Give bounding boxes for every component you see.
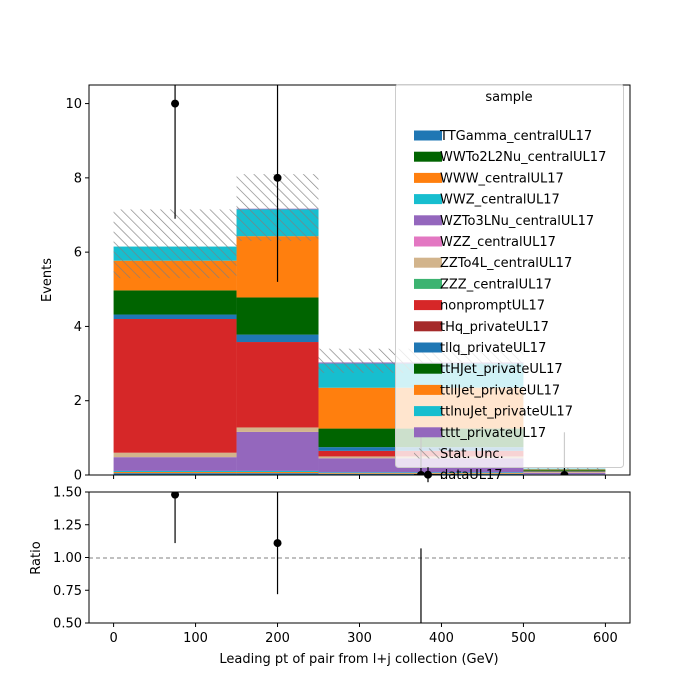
legend-label: WZTo3LNu_centralUL17 [440,214,594,229]
ratio-y-axis-label: Ratio [29,541,44,574]
legend-swatch [414,215,442,226]
ratio-y-tick-label: 0.50 [53,617,82,632]
main-x-ticks [113,475,606,479]
legend-label: ttHJet_privateUL17 [440,362,563,377]
stack-bar [113,452,237,458]
legend-label: ZZTo4L_centralUL17 [440,256,572,271]
legend-swatch [414,300,442,311]
ratio-y-axis: 0.50 0.75 1.00 1.25 1.50 [53,486,89,632]
legend-swatch [414,172,442,183]
ratio-y-tick-label: 1.50 [53,486,82,501]
x-tick-label: 100 [183,631,208,646]
stack-bar [236,297,319,335]
x-tick-label: 500 [511,631,536,646]
legend-label: TTGamma_centralUL17 [439,129,592,144]
stack-bar [236,472,319,474]
stack-bar [236,473,319,475]
stack-bar [113,314,237,319]
stack-bar [236,431,319,471]
stack-bar [236,470,319,473]
ratio-y-tick-label: 0.75 [53,584,82,599]
stack-bar [113,470,237,473]
y-tick-label: 8 [74,171,82,186]
x-tick-label: 400 [429,631,454,646]
legend-title: sample [485,90,532,105]
x-tick-label: 200 [265,631,290,646]
legend-swatch [414,363,442,374]
legend-swatch-hatch [414,448,442,459]
stack-bar [113,472,237,474]
y-tick-label: 10 [65,97,82,112]
legend-label: WWW_centralUL17 [440,171,564,186]
legend-label: tllq_privateUL17 [440,341,546,356]
legend-swatch [414,427,442,438]
data-point [416,471,425,475]
ratio-point [273,539,282,548]
main-y-axis-label: Events [40,258,55,302]
x-tick-label: 300 [347,631,372,646]
legend-frame [395,84,624,468]
stack-bar [236,342,319,428]
legend-swatch [414,321,442,332]
legend-swatch [414,384,442,395]
legend-label: ttlnuJet_privateUL17 [440,405,573,420]
legend-label: tttt_privateUL17 [440,426,546,441]
ratio-plot: 0.50 0.75 1.00 1.25 1.50 0 100 200 300 400 500 600… [29,486,631,667]
legend-swatch [414,151,442,162]
ratio-plot-frame [88,491,631,624]
x-axis-label: Leading pt of pair from l+j collection (… [219,652,498,667]
stat-unc-band [113,209,237,279]
data-point [273,173,282,182]
legend-swatch [414,257,442,268]
stack-bar [236,334,319,343]
legend-label: ZZZ_centralUL17 [440,277,552,292]
data-point [560,471,569,475]
legend-label: WWTo2L2Nu_centralUL17 [440,150,606,165]
legend-label: nonpromptUL17 [440,299,545,314]
x-axis: 0 100 200 300 400 500 600 [109,623,618,646]
legend: sample TTGamma_centralUL17 WWTo2L2Nu_cent… [395,84,624,483]
legend-label: tHq_privateUL17 [440,320,549,335]
x-tick-label: 600 [593,631,618,646]
legend-label: WZZ_centralUL17 [440,235,556,250]
legend-swatch [414,130,442,141]
y-tick-label: 6 [74,246,82,261]
stack-bar [113,290,237,315]
legend-data-marker [424,470,432,479]
ratio-y-tick-label: 1.00 [53,551,82,566]
stack-bar [113,319,237,453]
legend-swatch [414,406,442,417]
stack-bar [236,427,319,432]
main-y-axis: 0 2 4 6 8 10 [65,97,89,484]
legend-swatch [414,278,442,289]
stack-bar [113,473,237,475]
legend-swatch [414,236,442,247]
y-tick-label: 2 [74,394,82,409]
legend-entries: TTGamma_centralUL17 WWTo2L2Nu_centralUL17… [414,129,606,483]
legend-label: Stat. Unc. [440,447,504,462]
legend-label: WWZ_centralUL17 [440,193,560,208]
ratio-points [171,492,422,623]
ratio-y-tick-label: 1.25 [53,518,82,533]
y-tick-label: 4 [74,320,82,335]
x-tick-label: 0 [109,631,117,646]
stack-bar [113,457,237,471]
ratio-point [171,492,180,499]
data-point [171,99,180,108]
y-tick-label: 0 [74,469,82,484]
legend-swatch [414,342,442,353]
legend-label: dataUL17 [440,468,503,483]
legend-label: ttllJet_privateUL17 [440,383,560,398]
legend-swatch [414,194,442,205]
